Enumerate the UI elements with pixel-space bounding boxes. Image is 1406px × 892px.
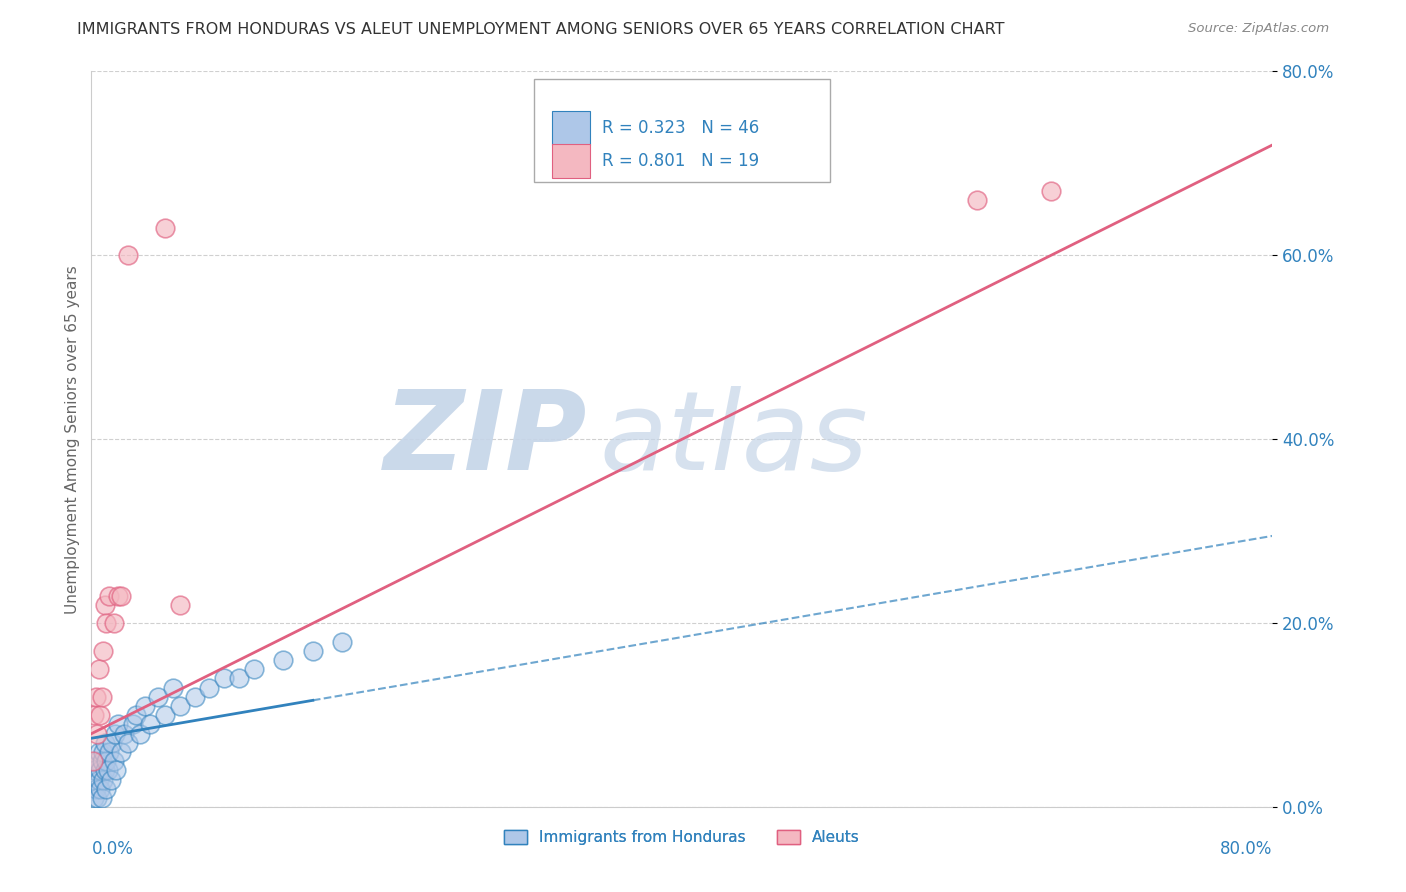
Point bbox=[103, 616, 125, 631]
Point bbox=[105, 764, 128, 778]
Point bbox=[90, 754, 112, 768]
Text: Source: ZipAtlas.com: Source: ZipAtlas.com bbox=[1188, 22, 1329, 36]
Point bbox=[100, 772, 122, 787]
Point bbox=[153, 708, 177, 723]
Point bbox=[134, 699, 156, 714]
Point bbox=[82, 754, 104, 768]
FancyBboxPatch shape bbox=[534, 78, 830, 182]
Point bbox=[112, 726, 135, 740]
Point bbox=[110, 745, 132, 759]
Point bbox=[121, 717, 143, 731]
Point bbox=[93, 736, 115, 750]
Point bbox=[101, 736, 124, 750]
Point bbox=[89, 708, 111, 723]
Point bbox=[1040, 184, 1063, 198]
Point bbox=[107, 589, 129, 603]
Text: atlas: atlas bbox=[599, 386, 868, 492]
Point bbox=[93, 598, 115, 612]
Point bbox=[98, 745, 121, 759]
FancyBboxPatch shape bbox=[553, 112, 589, 145]
Text: R = 0.801   N = 19: R = 0.801 N = 19 bbox=[602, 152, 759, 169]
Point bbox=[169, 699, 191, 714]
Point bbox=[198, 681, 221, 695]
Point bbox=[86, 754, 108, 768]
FancyBboxPatch shape bbox=[553, 144, 589, 178]
Point bbox=[86, 726, 108, 740]
Point bbox=[301, 644, 323, 658]
Point bbox=[86, 791, 108, 805]
Point bbox=[90, 791, 112, 805]
Point bbox=[103, 754, 125, 768]
Point bbox=[243, 662, 266, 676]
Text: ZIP: ZIP bbox=[384, 386, 588, 492]
Point bbox=[124, 708, 148, 723]
Point bbox=[93, 764, 115, 778]
Text: 80.0%: 80.0% bbox=[1220, 840, 1272, 858]
Point bbox=[129, 726, 152, 740]
Point bbox=[332, 634, 354, 648]
Point bbox=[87, 662, 110, 676]
Point bbox=[214, 672, 236, 686]
Point bbox=[84, 781, 107, 796]
Point bbox=[96, 754, 118, 768]
Point bbox=[96, 781, 118, 796]
Point bbox=[183, 690, 207, 704]
Point bbox=[273, 653, 295, 667]
Point bbox=[89, 781, 111, 796]
Point bbox=[83, 708, 105, 723]
Point bbox=[117, 248, 139, 262]
Point bbox=[117, 736, 139, 750]
Point bbox=[162, 681, 184, 695]
Legend: Immigrants from Honduras, Aleuts: Immigrants from Honduras, Aleuts bbox=[498, 824, 866, 851]
Point bbox=[146, 690, 169, 704]
Point bbox=[84, 690, 107, 704]
Point bbox=[104, 726, 127, 740]
Text: 0.0%: 0.0% bbox=[91, 840, 134, 858]
Point bbox=[169, 598, 191, 612]
Point bbox=[98, 589, 121, 603]
Point bbox=[97, 764, 120, 778]
Text: IMMIGRANTS FROM HONDURAS VS ALEUT UNEMPLOYMENT AMONG SENIORS OVER 65 YEARS CORRE: IMMIGRANTS FROM HONDURAS VS ALEUT UNEMPL… bbox=[77, 22, 1005, 37]
Point bbox=[87, 745, 110, 759]
Point bbox=[228, 672, 250, 686]
Point bbox=[90, 690, 112, 704]
Point bbox=[91, 644, 114, 658]
Y-axis label: Unemployment Among Seniors over 65 years: Unemployment Among Seniors over 65 years bbox=[65, 265, 80, 614]
Point bbox=[91, 745, 114, 759]
Point bbox=[110, 589, 132, 603]
Point bbox=[89, 764, 111, 778]
Point bbox=[91, 772, 114, 787]
Point bbox=[83, 791, 105, 805]
Point bbox=[107, 717, 129, 731]
Point bbox=[966, 193, 988, 207]
Point bbox=[83, 764, 105, 778]
Point bbox=[82, 772, 104, 787]
Point bbox=[87, 772, 110, 787]
Point bbox=[139, 717, 162, 731]
Point bbox=[153, 220, 177, 235]
Text: R = 0.323   N = 46: R = 0.323 N = 46 bbox=[602, 120, 759, 137]
Point bbox=[96, 616, 118, 631]
